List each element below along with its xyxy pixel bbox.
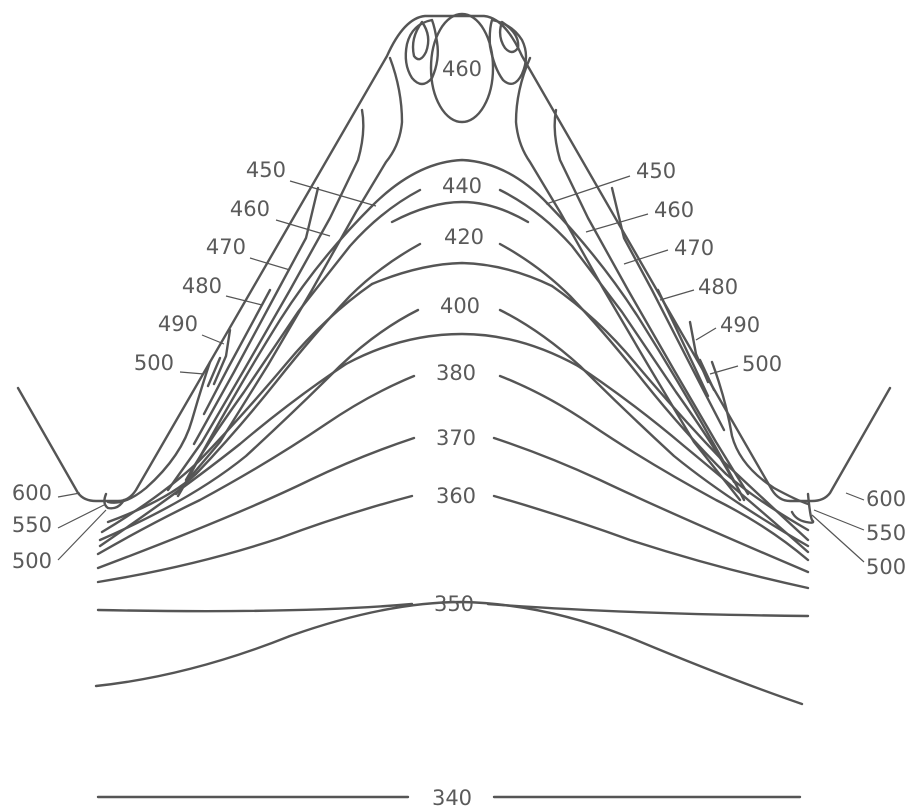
- isotherm-380-right: [498, 374, 810, 562]
- isotherm-400-rightwing: [550, 284, 810, 542]
- leader-left-450: [289, 180, 377, 207]
- isotherm-500-left: [106, 360, 212, 504]
- leader-right-460: [585, 213, 649, 233]
- isotherm-470-left: [192, 186, 320, 446]
- label-right-490: 490: [720, 313, 760, 337]
- leader-left-460: [275, 219, 331, 237]
- label-400: 400: [440, 294, 480, 318]
- label-right-base-500: 500: [866, 555, 906, 579]
- isotherm-500-right: [710, 360, 810, 506]
- isotherm-370-left: [96, 436, 416, 570]
- label-350: 350: [434, 592, 474, 616]
- loop-right-inner: [498, 20, 520, 54]
- isotherm-360-right: [492, 494, 810, 590]
- label-left-470: 470: [206, 235, 246, 259]
- loop-left-inner: [411, 20, 430, 61]
- isotherm-420-right: [498, 242, 810, 532]
- isotherm-450-left: [174, 56, 404, 496]
- label-left-500: 500: [134, 351, 174, 375]
- label-360: 360: [436, 484, 476, 508]
- leader-right-550: [813, 509, 865, 531]
- isotherm-470-right: [610, 186, 726, 432]
- label-left-base-500: 500: [12, 549, 52, 573]
- isotherm-440-leftwing: [176, 204, 374, 498]
- label-right-base-600: 600: [866, 487, 906, 511]
- label-left-base-600: 600: [12, 481, 52, 505]
- isotherm-460-right: [553, 108, 750, 496]
- isotherm-460-core: [429, 12, 495, 124]
- label-left-base-550: 550: [12, 513, 52, 537]
- label-left-450: 450: [246, 158, 286, 182]
- label-380: 380: [436, 361, 476, 385]
- isotherm-440-right: [498, 188, 736, 484]
- isotherm-400-left: [98, 308, 420, 542]
- label-right-500: 500: [742, 352, 782, 376]
- isotherm-490-right: [688, 320, 710, 384]
- isotherm-480-left: [202, 288, 272, 416]
- isotherm-380-dome: [344, 332, 580, 368]
- leader-right-600: [845, 492, 865, 501]
- leader-left-500b: [57, 509, 107, 561]
- isotherm-480-right: [656, 288, 710, 398]
- label-right-460: 460: [654, 198, 694, 222]
- isotherm-370-right: [492, 436, 810, 574]
- base-right-loop: [790, 492, 815, 524]
- leader-right-490: [695, 327, 717, 341]
- label-left-490: 490: [158, 312, 198, 336]
- leader-right-470: [623, 249, 669, 265]
- isotherm-420-dome: [390, 200, 530, 224]
- label-right-450: 450: [636, 159, 676, 183]
- label-right-470: 470: [674, 236, 714, 260]
- base-left-loop: [103, 492, 126, 510]
- isotherm-360-left: [96, 494, 414, 584]
- isotherm-490-left: [212, 328, 232, 386]
- leader-left-490: [201, 334, 225, 345]
- leader-right-450: [545, 175, 631, 205]
- leader-left-500: [179, 371, 205, 375]
- isotherm-400-leftwing: [100, 282, 374, 534]
- loop-right-outer: [488, 18, 528, 86]
- leader-right-480: [659, 289, 695, 301]
- isotherm-500-left-inner: [206, 356, 222, 388]
- leader-right-500b: [811, 514, 865, 563]
- isotherm-420-left: [106, 242, 422, 524]
- label-right-480: 480: [698, 275, 738, 299]
- isotherm-350-left: [96, 602, 414, 613]
- isotherm-350-right: [486, 602, 810, 618]
- isotherm-380-leftwing: [98, 362, 348, 548]
- isotherm-345: [94, 600, 804, 706]
- isotherm-450-right: [514, 56, 742, 502]
- label-left-460: 460: [230, 197, 270, 221]
- label-left-480: 480: [182, 274, 222, 298]
- leader-left-480: [225, 295, 263, 306]
- label-right-base-550: 550: [866, 521, 906, 545]
- isotherm-440-dome: [370, 158, 550, 208]
- isotherm-380-left: [96, 374, 416, 556]
- leader-left-550: [57, 504, 105, 529]
- isotherm-460-left: [166, 108, 365, 492]
- loop-left-outer: [404, 18, 440, 86]
- isotherm-400-dome: [370, 261, 554, 288]
- leader-left-600: [57, 492, 81, 498]
- label-340: 340: [432, 786, 472, 807]
- label-420: 420: [444, 225, 484, 249]
- leader-left-470: [249, 257, 291, 271]
- isotherm-500-right-inner: [698, 358, 716, 392]
- isotherm-380-rightwing: [576, 364, 810, 554]
- leader-right-500: [709, 365, 739, 375]
- label-370: 370: [436, 426, 476, 450]
- isotherm-400-right: [498, 308, 810, 548]
- isotherm-440-rightwing: [546, 202, 746, 502]
- label-440: 440: [442, 174, 482, 198]
- label-460-core: 460: [442, 57, 482, 81]
